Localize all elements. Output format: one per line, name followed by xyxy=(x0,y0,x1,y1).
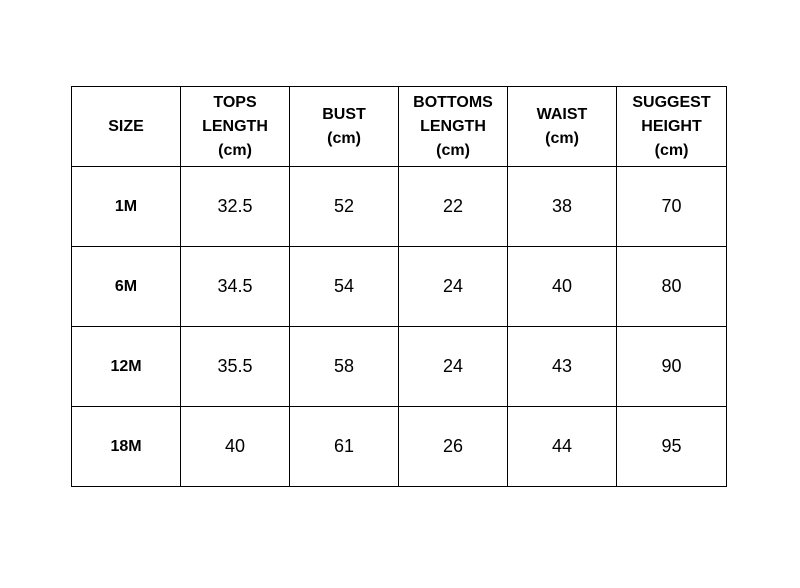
table-row: 18M 40 61 26 44 95 xyxy=(71,406,727,487)
waist-cell: 43 xyxy=(507,326,617,407)
bust-cell: 58 xyxy=(289,326,399,407)
header-size: SIZE xyxy=(71,86,181,167)
size-chart-header: SIZE TOPS LENGTH (cm) BUST (cm) BOTTOMS … xyxy=(71,86,727,167)
suggest-height-cell: 95 xyxy=(616,406,727,487)
header-row: SIZE TOPS LENGTH (cm) BUST (cm) BOTTOMS … xyxy=(71,86,727,167)
bottoms-length-cell: 26 xyxy=(398,406,508,487)
header-waist-unit: (cm) xyxy=(545,129,579,147)
tops-length-cell: 32.5 xyxy=(180,166,290,247)
header-suggest-height-line: SUGGEST xyxy=(632,93,711,111)
header-bust-line: BUST xyxy=(322,105,366,123)
size-cell: 6M xyxy=(71,246,181,327)
bottoms-length-cell: 22 xyxy=(398,166,508,247)
size-chart-body: 1M 32.5 52 22 38 70 6M 34.5 54 24 40 80 … xyxy=(71,166,727,487)
header-bottoms-length: BOTTOMS LENGTH (cm) xyxy=(398,86,508,167)
header-tops-length: TOPS LENGTH (cm) xyxy=(180,86,290,167)
waist-cell: 40 xyxy=(507,246,617,327)
size-cell: 12M xyxy=(71,326,181,407)
header-suggest-height-unit: (cm) xyxy=(654,141,689,159)
header-suggest-height: SUGGEST HEIGHT (cm) xyxy=(616,86,727,167)
size-chart-table: SIZE TOPS LENGTH (cm) BUST (cm) BOTTOMS … xyxy=(71,86,727,487)
bust-cell: 61 xyxy=(289,406,399,487)
table-row: 12M 35.5 58 24 43 90 xyxy=(71,326,727,407)
header-bottoms-length-line: LENGTH xyxy=(420,117,486,135)
table-row: 1M 32.5 52 22 38 70 xyxy=(71,166,727,247)
bottoms-length-cell: 24 xyxy=(398,326,508,407)
header-tops-length-line: TOPS xyxy=(213,93,257,111)
header-bottoms-length-line: BOTTOMS xyxy=(413,93,493,111)
header-tops-length-unit: (cm) xyxy=(218,141,252,159)
suggest-height-cell: 80 xyxy=(616,246,727,327)
header-tops-length-line: LENGTH xyxy=(202,117,268,135)
header-bust: BUST (cm) xyxy=(289,86,399,167)
bust-cell: 52 xyxy=(289,166,399,247)
table-row: 6M 34.5 54 24 40 80 xyxy=(71,246,727,327)
waist-cell: 38 xyxy=(507,166,617,247)
bottoms-length-cell: 24 xyxy=(398,246,508,327)
bust-cell: 54 xyxy=(289,246,399,327)
tops-length-cell: 34.5 xyxy=(180,246,290,327)
size-cell: 1M xyxy=(71,166,181,247)
tops-length-cell: 35.5 xyxy=(180,326,290,407)
suggest-height-cell: 70 xyxy=(616,166,727,247)
suggest-height-cell: 90 xyxy=(616,326,727,407)
header-waist-line: WAIST xyxy=(536,105,588,123)
header-suggest-height-line: HEIGHT xyxy=(641,117,702,135)
header-bust-unit: (cm) xyxy=(327,129,361,147)
tops-length-cell: 40 xyxy=(180,406,290,487)
waist-cell: 44 xyxy=(507,406,617,487)
header-waist: WAIST (cm) xyxy=(507,86,617,167)
header-size-line: SIZE xyxy=(108,117,144,135)
size-cell: 18M xyxy=(71,406,181,487)
header-bottoms-length-unit: (cm) xyxy=(436,141,470,159)
